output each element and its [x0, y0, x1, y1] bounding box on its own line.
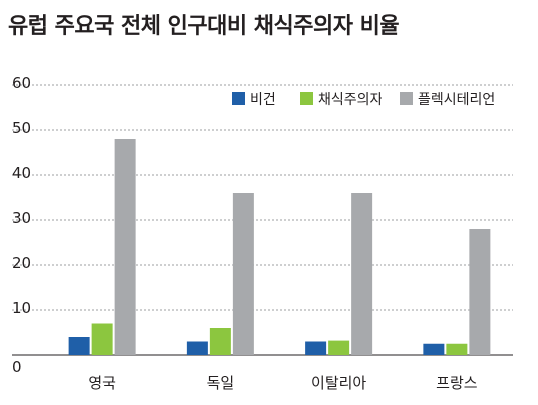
bar-1-4: [423, 343, 445, 355]
y-tick-label: 0: [12, 358, 22, 376]
x-axis-categories: 영국 독일 이탈리아 프랑스: [88, 374, 477, 392]
bar-3-2: [232, 193, 254, 355]
bar-2-2: [209, 328, 231, 355]
y-tick-label: 30: [12, 209, 31, 227]
y-tick-label: 50: [12, 119, 31, 137]
bar-3-1: [114, 139, 136, 355]
legend-swatch-3: [400, 92, 413, 105]
legend-label-3: 플렉시테리언: [418, 92, 495, 108]
bar-2-4: [446, 343, 468, 355]
legend-swatch-2: [300, 92, 313, 105]
bar-1-2: [186, 341, 208, 355]
y-tick-label: 10: [12, 299, 31, 317]
bar-1-3: [305, 341, 327, 355]
x-category-label: 프랑스: [436, 374, 478, 392]
y-tick-label: 60: [12, 74, 31, 92]
bar-1-1: [68, 337, 90, 355]
legend-label-2: 채식주의자: [318, 92, 383, 108]
bar-3-3: [351, 193, 373, 355]
bar-2-1: [91, 323, 113, 355]
x-category-label: 영국: [88, 374, 116, 392]
y-tick-label: 40: [12, 164, 31, 182]
y-axis-ticks: 0 10 20 30 40 50 60: [12, 74, 31, 376]
bar-3-4: [469, 229, 491, 355]
legend-label-1: 비건: [250, 92, 276, 108]
legend: 비건 채식주의자 플렉시테리언: [232, 92, 495, 108]
bars: [68, 139, 491, 355]
legend-swatch-1: [232, 92, 245, 105]
x-category-label: 이탈리아: [311, 374, 366, 392]
chart-title: 유럽 주요국 전체 인구대비 채식주의자 비율: [8, 14, 400, 39]
x-category-label: 독일: [207, 374, 235, 392]
gridlines: [12, 84, 513, 356]
bar-2-3: [328, 340, 350, 355]
y-tick-label: 20: [12, 254, 31, 272]
